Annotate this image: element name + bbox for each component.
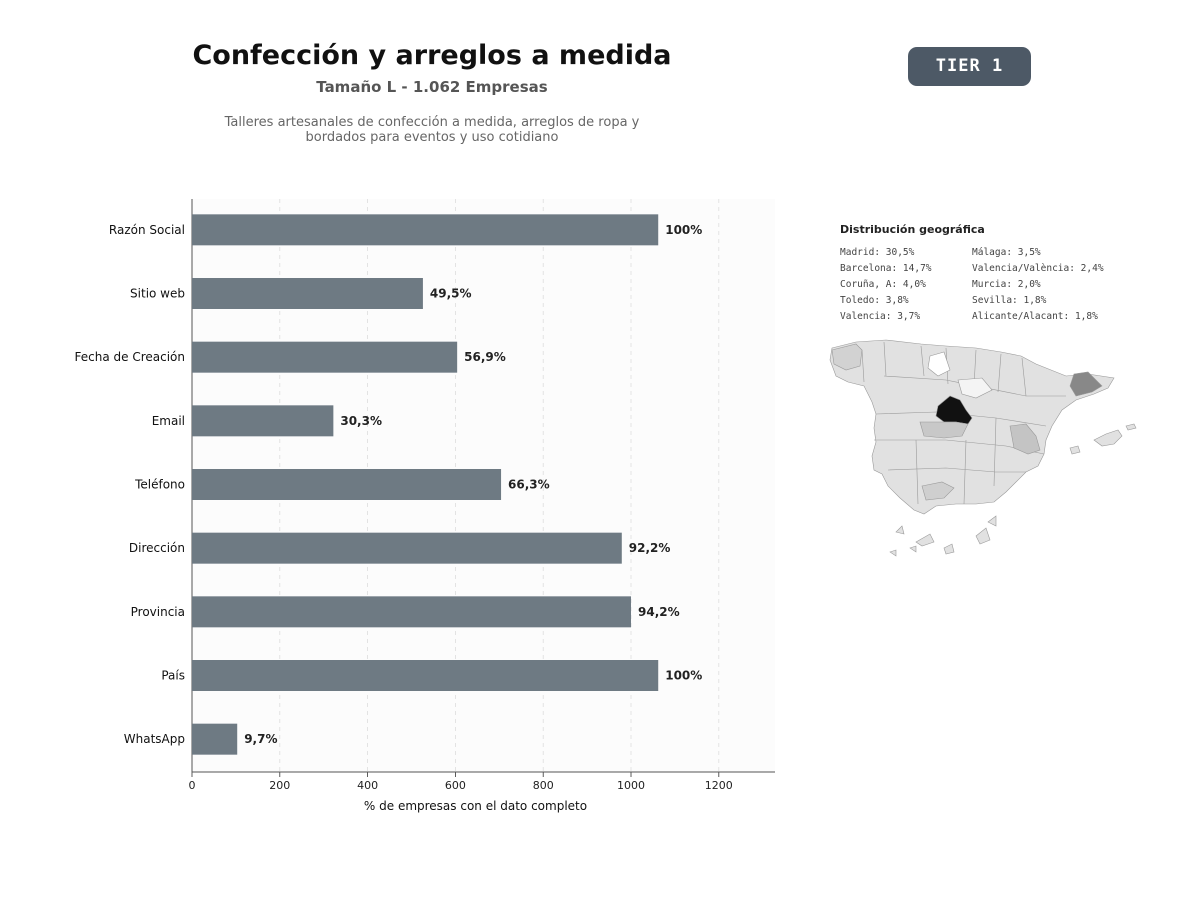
spain-map	[829, 339, 1137, 557]
chart-title: Confección y arreglos a medida	[192, 40, 672, 71]
geo-entry: Coruña, A: 4,0%	[840, 279, 926, 290]
map-region-coruna	[831, 343, 863, 371]
map-region-light	[927, 351, 951, 377]
geo-entry: Murcia: 2,0%	[972, 279, 1041, 290]
description-line-2: bordados para eventos y uso cotidiano	[305, 130, 559, 145]
x-tick-label: 1200	[705, 779, 733, 792]
bar	[192, 214, 659, 246]
y-tick-label: Razón Social	[109, 223, 185, 237]
y-tick-label: WhatsApp	[124, 732, 185, 746]
x-axis-label: % de empresas con el dato completo	[364, 799, 587, 813]
bar	[192, 341, 458, 373]
y-tick-label: País	[161, 669, 185, 683]
bar	[192, 596, 632, 628]
bar	[192, 660, 659, 691]
data-label: 94,2%	[638, 605, 680, 619]
data-label: 100%	[665, 223, 702, 237]
geo-entry: Sevilla: 1,8%	[972, 295, 1047, 306]
data-label: 100%	[665, 669, 702, 683]
map-region-valencia	[1009, 423, 1041, 455]
map-region-madrid	[935, 395, 973, 425]
geo-title: Distribución geográfica	[840, 223, 985, 236]
x-tick-label: 200	[269, 779, 290, 792]
geo-entry: Valencia: 3,7%	[840, 311, 921, 322]
data-label: 49,5%	[430, 287, 472, 301]
y-tick-label: Dirección	[129, 541, 185, 555]
tier-badge: TIER 1	[908, 47, 1031, 86]
map-region-toledo	[919, 421, 969, 439]
geo-entry: Málaga: 3,5%	[972, 247, 1041, 258]
x-tick-label: 400	[357, 779, 378, 792]
geo-entry: Barcelona: 14,7%	[840, 263, 932, 274]
geo-entry: Alicante/Alacant: 1,8%	[972, 311, 1098, 322]
geo-entry: Valencia/València: 2,4%	[972, 263, 1104, 274]
map-canary-islands	[889, 515, 997, 557]
description-line-1: Talleres artesanales de confección a med…	[224, 115, 640, 130]
bar	[192, 723, 238, 755]
x-tick-label: 1000	[617, 779, 645, 792]
geo-entry: Toledo: 3,8%	[840, 295, 909, 306]
geo-column-1: Madrid: 30,5% Barcelona: 14,7% Coruña, A…	[840, 247, 932, 327]
x-tick-label: 800	[533, 779, 554, 792]
map-region-malaga	[921, 481, 955, 501]
geo-entry: Madrid: 30,5%	[840, 247, 915, 258]
description: Talleres artesanales de confección a med…	[182, 115, 682, 145]
y-tick-label: Fecha de Creación	[75, 350, 185, 364]
x-tick-label: 0	[189, 779, 196, 792]
geo-column-2: Málaga: 3,5% Valencia/València: 2,4% Mur…	[972, 247, 1104, 327]
data-label: 56,9%	[464, 350, 506, 364]
map-balearic-islands	[1069, 423, 1137, 455]
y-tick-label: Email	[152, 414, 185, 428]
y-tick-label: Sitio web	[130, 287, 185, 301]
chart-subtitle: Tamaño L - 1.062 Empresas	[316, 78, 548, 96]
data-label: 92,2%	[629, 541, 671, 555]
y-tick-label: Teléfono	[134, 478, 185, 492]
data-label: 9,7%	[244, 732, 277, 746]
bar	[192, 278, 423, 309]
map-region-barcelona	[1069, 371, 1103, 397]
x-tick-label: 600	[445, 779, 466, 792]
y-tick-label: Provincia	[131, 605, 185, 619]
data-label: 66,3%	[508, 478, 550, 492]
bar	[192, 532, 622, 564]
data-label: 30,3%	[340, 414, 382, 428]
bar	[192, 469, 502, 500]
bar	[192, 405, 334, 437]
bar-chart: 0 200 400 600 800 1000 1200 Razón Social 100% Sit…	[75, 199, 775, 813]
map-mainland	[829, 339, 1115, 515]
map-region-light	[957, 377, 993, 399]
